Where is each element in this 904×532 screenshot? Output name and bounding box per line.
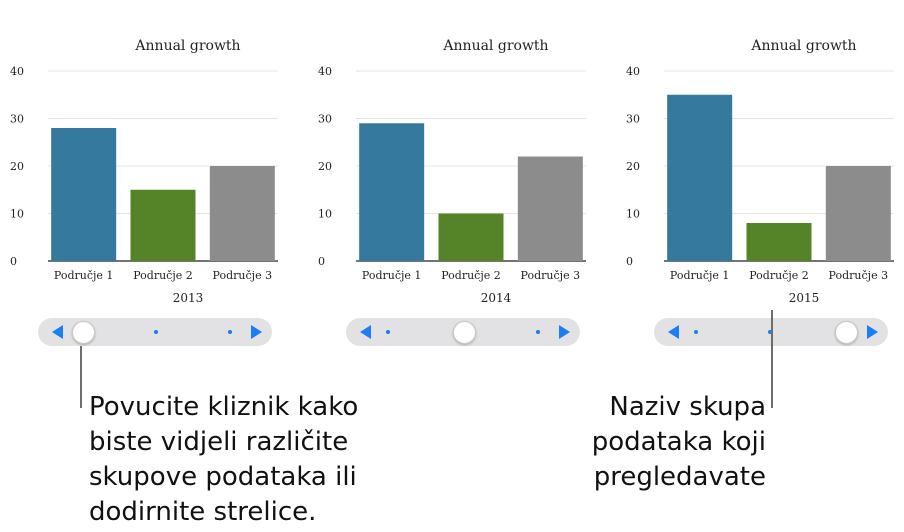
- chart-panel-3: Annual growth 0 10 20 30 40 Područje 1 Područj…: [626, 0, 904, 360]
- category-label: Područje 3: [521, 269, 581, 282]
- category-label: Područje 2: [749, 269, 809, 282]
- bar: [209, 166, 275, 261]
- y-tick-label: 40: [10, 65, 24, 78]
- chart-title: Annual growth: [135, 38, 241, 54]
- y-tick-label: 30: [626, 113, 640, 126]
- callout-line-text: biste vidjeli različite: [89, 427, 349, 457]
- bar: [746, 223, 812, 261]
- bar: [517, 156, 583, 261]
- slider-knob[interactable]: [72, 321, 95, 344]
- callout-line-text: pregledavate: [593, 462, 766, 492]
- chart-title: Annual growth: [443, 38, 549, 54]
- y-tick-label: 30: [10, 113, 24, 126]
- slider-callout-line: [80, 346, 82, 408]
- bar: [438, 213, 504, 261]
- slider-knob[interactable]: [835, 321, 858, 344]
- slider-dot[interactable]: [768, 330, 772, 334]
- data-set-label: 2015: [788, 291, 820, 305]
- slider-callout-text: Povucite kliznik kako biste vidjeli razl…: [89, 390, 358, 530]
- y-tick-label: 0: [318, 255, 325, 268]
- callout-line-text: dodirnite strelice.: [89, 497, 317, 527]
- callout-line-text: skupove podataka ili: [89, 462, 357, 492]
- bar: [130, 189, 196, 261]
- category-label: Područje 3: [829, 269, 889, 282]
- slider-knob[interactable]: [453, 321, 476, 344]
- category-label: Područje 2: [441, 269, 501, 282]
- data-set-label: 2013: [172, 291, 204, 305]
- bar: [825, 166, 891, 261]
- previous-arrow-icon[interactable]: [360, 325, 371, 339]
- previous-arrow-icon[interactable]: [52, 325, 63, 339]
- y-tick-label: 10: [626, 208, 640, 221]
- chart-panel-2: Annual growth 0 10 20 30 40 Područje 1 Područj…: [318, 0, 646, 360]
- slider-dot[interactable]: [694, 330, 698, 334]
- y-tick-label: 0: [626, 255, 633, 268]
- next-arrow-icon[interactable]: [867, 325, 878, 339]
- slider-dot[interactable]: [536, 330, 540, 334]
- y-tick-label: 20: [318, 160, 332, 173]
- next-arrow-icon[interactable]: [559, 325, 570, 339]
- bar-chart: 0 10 20 30 40 Područje 1 Područje 2 Područje 3: [10, 65, 278, 282]
- callout-line-text: podataka koji: [591, 427, 766, 457]
- slider-dot[interactable]: [228, 330, 232, 334]
- next-arrow-icon[interactable]: [251, 325, 262, 339]
- previous-arrow-icon[interactable]: [668, 325, 679, 339]
- slider-dot[interactable]: [386, 330, 390, 334]
- bar: [51, 128, 117, 261]
- bar-chart: 0 10 20 30 40 Područje 1 Područje 2 Područje 3: [318, 65, 586, 282]
- y-tick-label: 10: [10, 208, 24, 221]
- set-name-callout-text: Naziv skupa podataka koji pregledavate: [592, 390, 766, 495]
- y-tick-label: 0: [10, 255, 17, 268]
- slider-dot[interactable]: [154, 330, 158, 334]
- y-tick-label: 30: [318, 113, 332, 126]
- category-label: Područje 1: [670, 269, 730, 282]
- data-set-label: 2014: [480, 291, 512, 305]
- y-tick-label: 40: [318, 65, 332, 78]
- y-tick-label: 10: [318, 208, 332, 221]
- chart-panel-1: Annual growth 0 10 20 30 40 Područje 1 Područj…: [10, 0, 338, 360]
- data-set-slider[interactable]: [346, 318, 580, 346]
- bar: [667, 94, 733, 261]
- data-set-slider[interactable]: [38, 318, 272, 346]
- callout-line-text: Povucite kliznik kako: [89, 392, 359, 422]
- category-label: Područje 2: [133, 269, 193, 282]
- y-tick-label: 20: [626, 160, 640, 173]
- callout-line-text: Naziv skupa: [609, 392, 766, 422]
- category-label: Područje 1: [54, 269, 114, 282]
- bar-chart: 0 10 20 30 40 Područje 1 Područje 2 Područje 3: [626, 65, 894, 282]
- category-label: Područje 1: [362, 269, 422, 282]
- y-tick-label: 20: [10, 160, 24, 173]
- chart-title: Annual growth: [751, 38, 857, 54]
- y-tick-label: 40: [626, 65, 640, 78]
- bar: [359, 123, 425, 261]
- category-label: Područje 3: [213, 269, 273, 282]
- set-name-callout-line: [771, 310, 773, 408]
